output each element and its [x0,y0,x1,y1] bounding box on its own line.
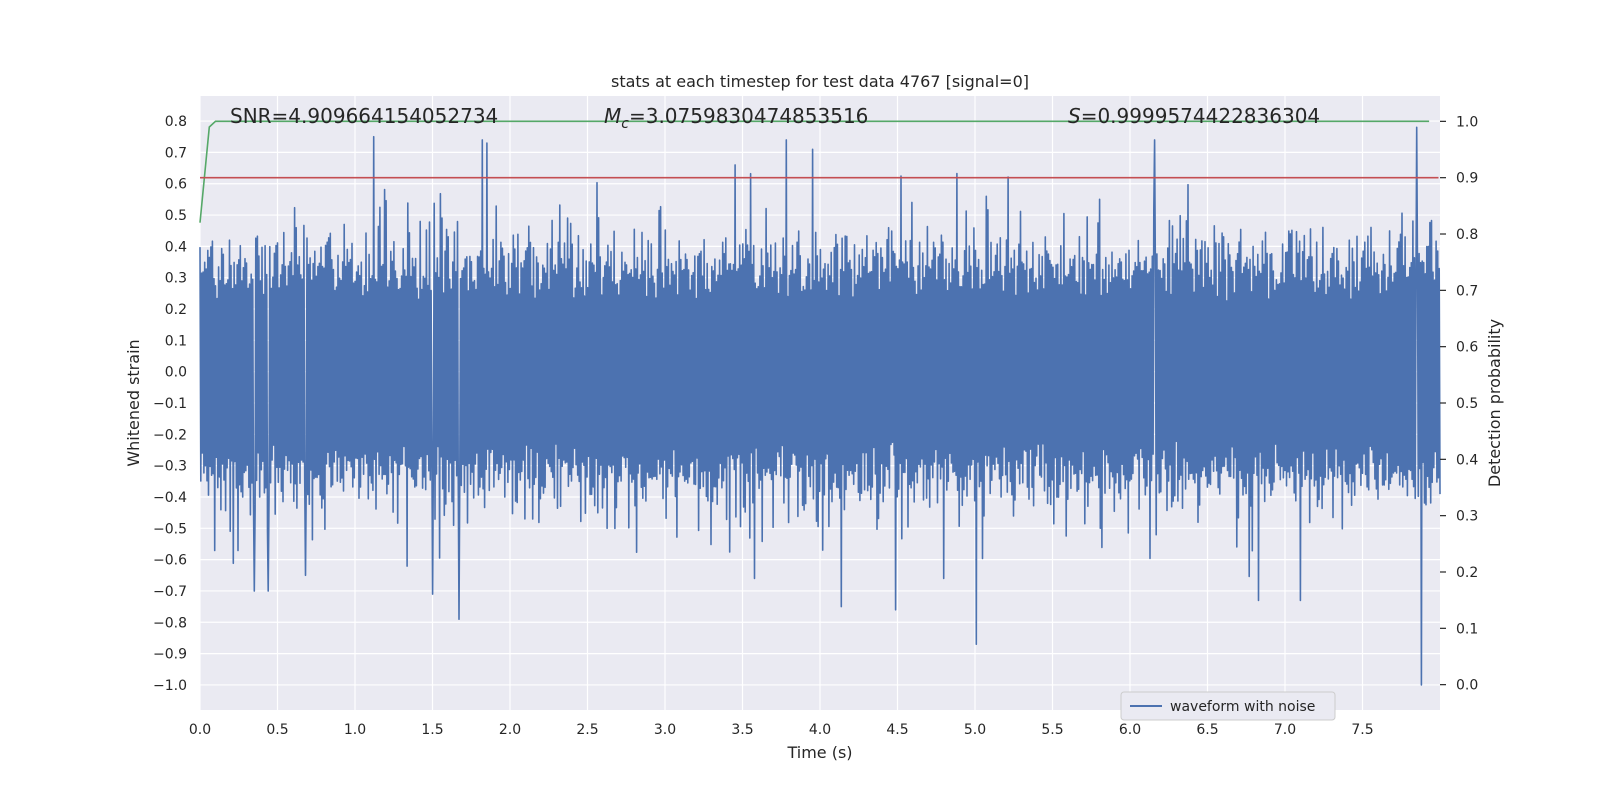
chart-title: stats at each timestep for test data 476… [611,72,1029,91]
y-tick-label: −0.3 [153,459,187,475]
y-tick-label: −0.9 [153,647,187,663]
x-tick-label: 2.5 [576,722,598,738]
y-tick-label: 0.8 [165,114,187,130]
series-layer [199,120,1441,686]
x-tick-label: 7.0 [1274,722,1296,738]
y-tick-label: 0.4 [165,239,187,255]
y2-tick-label: 0.2 [1456,565,1478,581]
y-tick-label: 0.7 [165,145,187,161]
x-tick-label: 6.5 [1196,722,1218,738]
legend: waveform with noise [1120,691,1336,721]
x-tick-label: 4.0 [809,722,831,738]
snr-annotation: SNR=4.909664154052734 [230,104,498,128]
series-waveform-with-noise [199,126,1441,686]
x-tick-label: 1.0 [344,722,366,738]
x-tick-label: 7.5 [1351,722,1373,738]
x-tick-label: 6.0 [1119,722,1141,738]
y2-tick-label: 0.7 [1456,283,1478,299]
x-tick-label: 0.5 [266,722,288,738]
legend-box [1120,691,1336,721]
s-value: =0.9999574422836304 [1081,104,1320,128]
y-tick-label: −0.6 [153,553,187,569]
y-tick-label: 0.6 [165,177,187,193]
x-tick-label: 3.5 [731,722,753,738]
s-symbol: S [1068,104,1081,128]
y-tick-label: −0.8 [153,615,187,631]
x-tick-label: 3.0 [654,722,676,738]
y-tick-label: 0.1 [165,333,187,349]
y2-axis-label: Detection probability [1485,319,1504,487]
s-annotation: S=0.9999574422836304 [1068,104,1320,128]
y-tick-label: −0.1 [153,396,187,412]
y2-tick-label: 1.0 [1456,114,1478,130]
y-tick-label: 0.3 [165,271,187,287]
y2-tick-label: 0.3 [1456,509,1478,525]
y-tick-label: −0.7 [153,584,187,600]
y-tick-label: −0.4 [153,490,187,506]
y2-tick-label: 0.6 [1456,340,1478,356]
y-tick-label: −0.5 [153,521,187,537]
y-tick-label: −0.2 [153,427,187,443]
y2-tick-label: 0.1 [1456,621,1478,637]
x-axis-label: Time (s) [786,743,852,762]
y-tick-label: 0.2 [165,302,187,318]
x-axis-ticks: 0.0 0.5 1.0 1.5 2.0 2.5 3.0 3.5 4.0 4.5 5.0 5.5 6.0 6… [189,722,1374,738]
y2-tick-label: 0.5 [1456,396,1478,412]
x-tick-label: 1.5 [421,722,443,738]
y2-tick-label: 0.4 [1456,452,1478,468]
mc-annotation: Mc=3.0759830474853516 [604,104,868,132]
y2-tick-label: 0.9 [1456,171,1478,187]
legend-label-waveform: waveform with noise [1170,699,1315,715]
y-axis-label: Whitened strain [124,339,143,466]
series-detection-probability [199,120,1430,223]
y2-tick-label: 0.0 [1456,678,1478,694]
y2-tick-label: 0.8 [1456,227,1478,243]
mc-subscript: c [621,116,629,132]
mc-symbol: M [604,104,621,128]
mc-value: =3.0759830474853516 [629,104,868,128]
y-tick-label: −1.0 [153,678,187,694]
y-axis-ticks: −1.0 −0.9 −0.8 −0.7 −0.6 −0.5 −0.4 −0.3 −0.2 −0.1… [153,114,187,694]
y2-axis-ticks: 0.0 0.1 0.2 0.3 0.4 0.5 0.6 0.7 0.8 0.9 1.0 [1440,114,1478,694]
x-tick-label: 2.0 [499,722,521,738]
x-tick-label: 4.5 [886,722,908,738]
x-tick-label: 0.0 [189,722,211,738]
x-tick-label: 5.5 [1041,722,1063,738]
x-tick-label: 5.0 [964,722,986,738]
y-tick-label: 0.5 [165,208,187,224]
y-tick-label: 0.0 [165,365,187,381]
